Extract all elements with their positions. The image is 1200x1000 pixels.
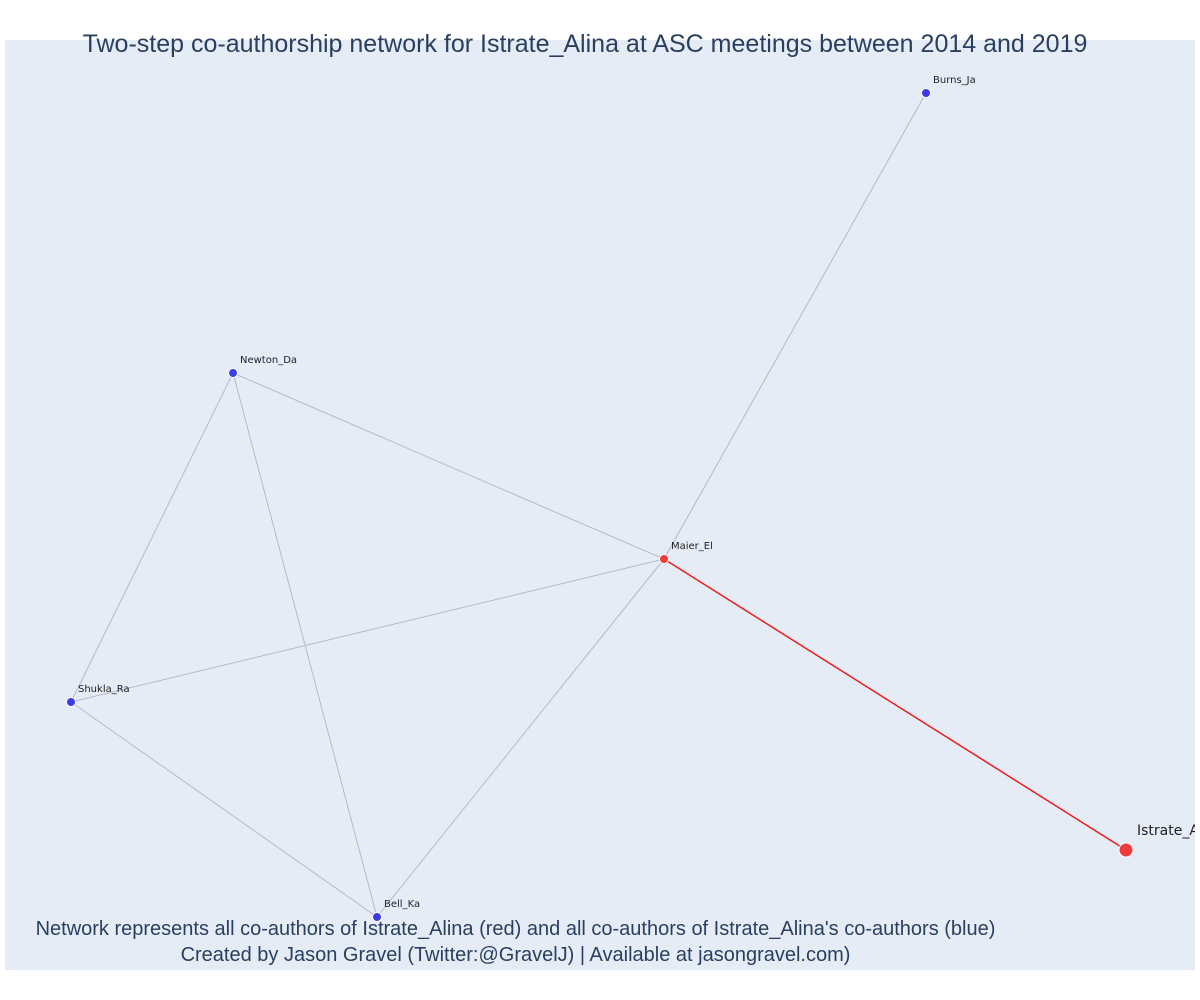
node-label-newton-da: Newton_Da	[240, 355, 297, 366]
node-label-istrate-alina: Istrate_Alina	[1137, 823, 1200, 839]
edge-newton_da-bell_ka	[232, 372, 378, 918]
node-bell-ka[interactable]	[372, 912, 382, 922]
edge-newton_da-maier_el	[232, 372, 665, 560]
node-label-maier-el: Maier_El	[671, 541, 713, 552]
node-label-bell-ka: Bell_Ka	[384, 899, 420, 910]
node-newton-da[interactable]	[228, 368, 238, 378]
edge-burns_ja-maier_el	[663, 92, 927, 560]
node-shukla-ra[interactable]	[66, 697, 76, 707]
edge-maier_el-istrate_alina	[663, 558, 1127, 851]
edge-newton_da-shukla_ra	[70, 372, 234, 703]
node-maier-el[interactable]	[659, 554, 669, 564]
plot-area	[5, 40, 1195, 970]
edge-shukla_ra-bell_ka	[70, 701, 378, 918]
node-label-burns-ja: Burns_Ja	[933, 75, 976, 86]
node-istrate-alina[interactable]	[1118, 842, 1134, 858]
caption-legend-note: Network represents all co-authors of Ist…	[35, 918, 996, 940]
chart-title: Two-step co-authorship network for Istra…	[82, 30, 1088, 58]
edges-layer	[70, 92, 1127, 918]
caption-credit: Created by Jason Gravel (Twitter:@Gravel…	[180, 944, 851, 966]
edge-shukla_ra-maier_el	[70, 558, 665, 703]
node-burns-ja[interactable]	[921, 88, 931, 98]
node-label-shukla-ra: Shukla_Ra	[78, 684, 130, 695]
nodes-layer	[66, 88, 1134, 922]
edge-bell_ka-maier_el	[376, 558, 665, 918]
labels-layer: Burns_Ja Newton_Da Maier_El Shukla_Ra Bell_K…	[78, 75, 1200, 910]
